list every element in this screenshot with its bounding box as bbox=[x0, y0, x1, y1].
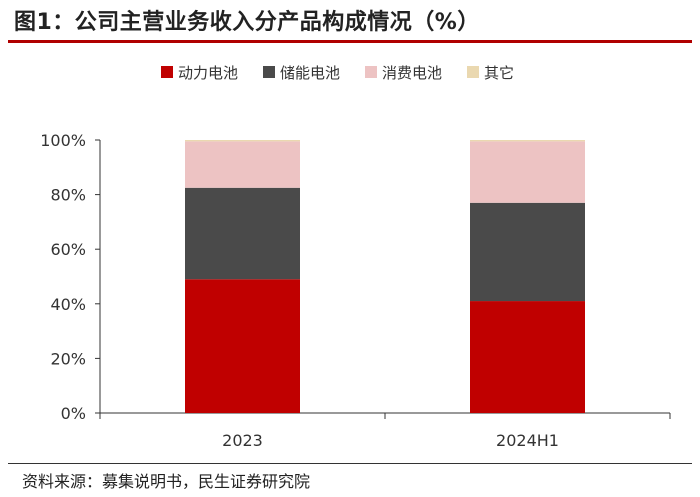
y-tick-label: 80% bbox=[50, 186, 86, 205]
title-block: 图1：公司主营业务收入分产品构成情况（%） bbox=[8, 0, 692, 43]
bar-segment bbox=[470, 140, 585, 142]
y-tick-label: 20% bbox=[50, 349, 86, 368]
legend-label: 储能电池 bbox=[280, 64, 340, 82]
chart-title: 图1：公司主营业务收入分产品构成情况（%） bbox=[14, 10, 480, 35]
bar-segment bbox=[185, 141, 300, 188]
y-tick-label: 60% bbox=[50, 240, 86, 259]
x-tick-label: 2023 bbox=[222, 431, 263, 450]
bar-segment bbox=[185, 279, 300, 413]
chart: 动力电池 储能电池 消费电池 其它 0% 20% 40% 60% 80% 100% 2023 2024… bbox=[40, 64, 671, 450]
legend-swatch bbox=[161, 66, 173, 78]
y-tick-label: 40% bbox=[50, 295, 86, 314]
legend-swatch bbox=[263, 66, 275, 78]
bar-segment bbox=[185, 187, 300, 280]
bar-segment bbox=[470, 141, 585, 203]
legend-label: 动力电池 bbox=[178, 64, 238, 82]
bottom-rule bbox=[8, 463, 692, 464]
legend-label: 消费电池 bbox=[382, 64, 442, 82]
bar-segment bbox=[470, 301, 585, 413]
legend-swatch bbox=[467, 66, 479, 78]
x-tick-label: 2024H1 bbox=[496, 431, 559, 450]
y-tick-label: 0% bbox=[61, 404, 86, 423]
bar-segment bbox=[185, 140, 300, 142]
legend-swatch bbox=[365, 66, 377, 78]
bar-segment bbox=[470, 202, 585, 302]
y-tick-label: 100% bbox=[40, 131, 86, 150]
source-note: 资料来源：募集说明书，民生证券研究院 bbox=[22, 472, 311, 491]
legend-label: 其它 bbox=[484, 64, 514, 82]
title-rule bbox=[8, 40, 692, 43]
